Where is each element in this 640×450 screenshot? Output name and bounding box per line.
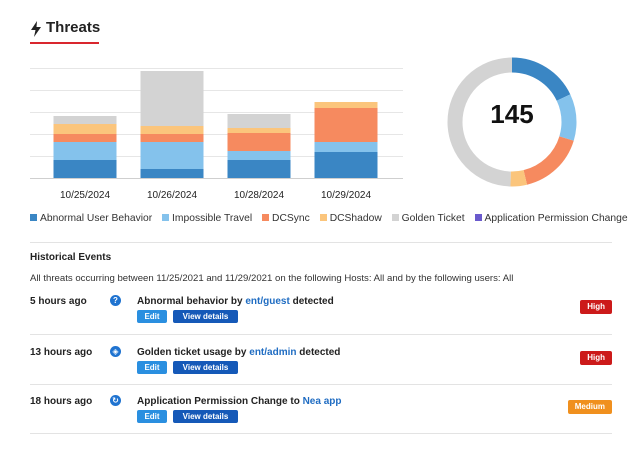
legend-label: Impossible Travel <box>172 213 253 224</box>
bar-segment <box>314 102 378 108</box>
bar-segment <box>227 128 291 133</box>
divider <box>30 242 612 243</box>
donut-segment <box>447 57 577 187</box>
legend-item-impossible-travel[interactable]: Impossible Travel <box>162 213 252 224</box>
bar-segment <box>140 142 204 169</box>
event-text-suffix: detected <box>296 347 341 358</box>
event-app-link[interactable]: Nea app <box>302 396 342 407</box>
legend-item-abnormal-user-behavior[interactable]: Abnormal User Behavior <box>30 213 152 224</box>
legend-item-golden-ticket[interactable]: Golden Ticket <box>391 213 465 224</box>
event-text-prefix: Application Permission Change to <box>137 396 303 407</box>
legend-label: DCShadow <box>329 213 382 224</box>
divider <box>30 334 612 335</box>
severity-badge: Medium <box>567 400 612 414</box>
historical-events-description: All threats occurring between 11/25/2021… <box>30 273 514 284</box>
bar-segment <box>227 114 291 128</box>
legend-swatch <box>30 214 37 221</box>
legend-item-dcshadow[interactable]: DCShadow <box>319 213 382 224</box>
legend-item-application-permission-change[interactable]: Application Permission Change <box>474 213 628 224</box>
event-row: 18 hours ago ↻ Application Permission Ch… <box>30 395 612 439</box>
legend-label: Golden Ticket <box>401 213 465 224</box>
refresh-icon: ↻ <box>110 395 121 406</box>
x-tick-label: 10/29/2024 <box>321 190 371 201</box>
event-text-suffix: detected <box>289 296 334 307</box>
bar-segment <box>53 160 117 178</box>
bar-segment <box>140 169 204 178</box>
event-row: 13 hours ago ◈ Golden ticket usage by en… <box>30 346 612 390</box>
threats-donut-chart <box>447 57 577 187</box>
legend-swatch <box>391 214 399 221</box>
bar-segment <box>53 134 117 142</box>
donut-segment <box>447 57 577 187</box>
event-user-link[interactable]: ent/admin <box>249 347 297 358</box>
page-title: Threats <box>46 19 101 36</box>
event-time: 13 hours ago <box>30 347 93 358</box>
ticket-icon: ◈ <box>110 346 121 357</box>
x-tick-label: 10/28/2024 <box>234 190 284 201</box>
donut-segment <box>447 57 577 187</box>
severity-badge: High <box>580 351 612 365</box>
view-details-button[interactable]: View details <box>173 410 238 423</box>
legend-label: Abnormal User Behavior <box>40 213 153 224</box>
divider <box>30 384 612 385</box>
bar-segment <box>227 160 291 178</box>
bar-segment <box>314 152 378 178</box>
bolt-icon <box>31 21 41 37</box>
bar-segment <box>314 108 378 142</box>
edit-button[interactable]: Edit <box>137 310 167 323</box>
question-icon: ? <box>110 295 121 306</box>
bar-segment <box>140 126 204 134</box>
legend-item-dcsync[interactable]: DCSync <box>262 213 310 224</box>
event-text-prefix: Golden ticket usage by <box>137 347 250 358</box>
view-details-button[interactable]: View details <box>173 310 238 323</box>
event-time: 5 hours ago <box>30 296 87 307</box>
bar-segment <box>314 142 378 152</box>
event-text-prefix: Abnormal behavior by <box>137 296 246 307</box>
x-tick-label: 10/26/2024 <box>147 190 197 201</box>
event-row: 5 hours ago ? Abnormal behavior by ent/g… <box>30 295 612 339</box>
threats-total: 145 <box>490 99 534 129</box>
legend-label: Application Permission Change <box>484 213 628 224</box>
event-text: Golden ticket usage by ent/admin detecte… <box>137 347 340 358</box>
legend-swatch <box>319 214 327 221</box>
edit-button[interactable]: Edit <box>137 361 167 374</box>
bar-segment <box>53 124 117 134</box>
historical-events-title: Historical Events <box>30 252 112 263</box>
bar-segment <box>140 71 204 126</box>
legend-swatch <box>474 214 482 221</box>
event-user-link[interactable]: ent/guest <box>245 296 290 307</box>
legend-swatch <box>162 214 170 221</box>
divider <box>30 433 612 434</box>
bar-segment <box>140 134 204 142</box>
event-text: Application Permission Change to Nea app <box>137 396 341 407</box>
bar-segment <box>53 116 117 124</box>
title-underline <box>30 42 99 44</box>
bar-segment <box>53 142 117 160</box>
bar-segment <box>227 151 291 160</box>
severity-badge: High <box>580 300 612 314</box>
event-time: 18 hours ago <box>30 396 93 407</box>
legend-swatch <box>262 214 270 221</box>
bar-segment <box>227 133 291 151</box>
threats-bar-chart: 10/25/2024 10/26/2024 10/28/2024 10/29/2024 <box>30 68 403 201</box>
legend-label: DCSync <box>272 213 310 224</box>
x-tick-label: 10/25/2024 <box>60 190 110 201</box>
edit-button[interactable]: Edit <box>137 410 167 423</box>
view-details-button[interactable]: View details <box>173 361 238 374</box>
event-text: Abnormal behavior by ent/guest detected <box>137 296 334 307</box>
chart-legend: Abnormal User Behavior Impossible Travel… <box>30 213 628 227</box>
